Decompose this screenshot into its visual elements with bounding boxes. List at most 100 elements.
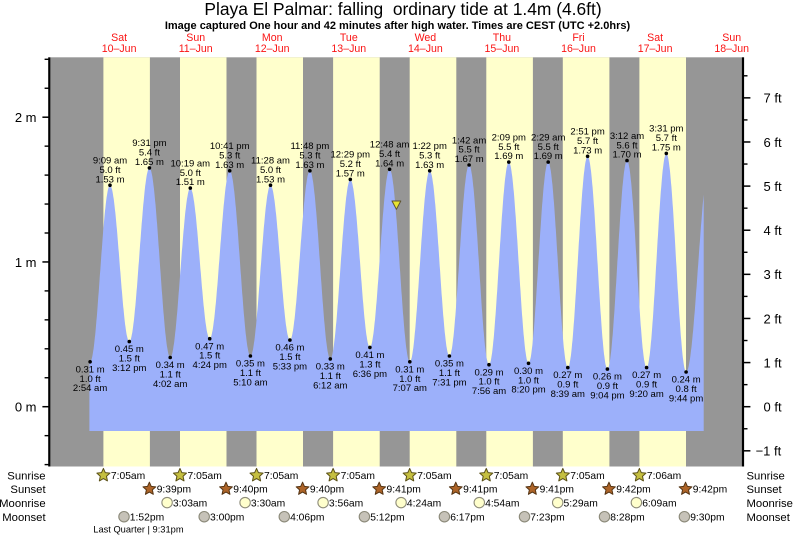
svg-text:9:40pm: 9:40pm [310, 485, 344, 496]
svg-text:9:41pm: 9:41pm [387, 485, 421, 496]
svg-text:0.9 ft: 0.9 ft [557, 380, 578, 391]
svg-text:16–Jun: 16–Jun [561, 43, 596, 55]
svg-text:Sun: Sun [722, 32, 741, 44]
svg-text:0.8 ft: 0.8 ft [676, 384, 697, 395]
svg-text:Sat: Sat [111, 32, 127, 44]
svg-text:4:02 am: 4:02 am [153, 379, 187, 390]
svg-text:11–Jun: 11–Jun [179, 43, 213, 55]
svg-text:Wed: Wed [415, 32, 437, 44]
svg-text:7:05am: 7:05am [417, 471, 451, 482]
svg-text:7:05am: 7:05am [264, 471, 298, 482]
svg-text:5.0 ft: 5.0 ft [99, 165, 120, 176]
svg-text:1.53 m: 1.53 m [95, 174, 124, 185]
svg-text:5:33 pm: 5:33 pm [273, 362, 307, 373]
svg-text:Playa El Palmar: falling ordi: Playa El Palmar: falling ordinary tide a… [204, 0, 601, 19]
svg-text:1.69 m: 1.69 m [534, 151, 563, 162]
svg-text:5.3 ft: 5.3 ft [419, 151, 440, 162]
svg-text:9:41pm: 9:41pm [463, 485, 497, 496]
svg-text:5.0 ft: 5.0 ft [260, 165, 281, 176]
svg-text:9:44 pm: 9:44 pm [669, 393, 703, 404]
svg-text:6 ft: 6 ft [764, 135, 782, 150]
svg-text:3:31 pm: 3:31 pm [649, 124, 683, 135]
svg-text:7:06am: 7:06am [647, 471, 681, 482]
svg-text:0.46 m: 0.46 m [275, 343, 304, 354]
svg-text:6:09am: 6:09am [642, 498, 676, 509]
svg-text:Sunset: Sunset [747, 484, 783, 496]
svg-text:1.0 ft: 1.0 ft [399, 374, 420, 385]
svg-text:1.51 m: 1.51 m [176, 177, 205, 188]
svg-text:12:29 pm: 12:29 pm [330, 150, 370, 161]
svg-text:11:28 am: 11:28 am [251, 156, 290, 167]
svg-text:4:06pm: 4:06pm [290, 513, 324, 524]
svg-text:5:12pm: 5:12pm [370, 513, 404, 524]
svg-text:12–Jun: 12–Jun [255, 43, 290, 55]
svg-text:9:30pm: 9:30pm [690, 513, 724, 524]
svg-text:12:48 am: 12:48 am [370, 140, 410, 151]
svg-text:1.63 m: 1.63 m [295, 160, 324, 171]
svg-text:0.29 m: 0.29 m [474, 367, 503, 378]
svg-text:5:29am: 5:29am [564, 498, 598, 509]
svg-text:14–Jun: 14–Jun [408, 43, 443, 55]
svg-text:7:31 pm: 7:31 pm [432, 377, 466, 388]
svg-text:18–Jun: 18–Jun [714, 43, 749, 55]
svg-text:1.1 ft: 1.1 ft [240, 368, 261, 379]
svg-text:2:09 pm: 2:09 pm [492, 132, 526, 143]
svg-text:1.53 m: 1.53 m [256, 174, 285, 185]
svg-text:3:12 pm: 3:12 pm [112, 363, 146, 374]
svg-text:8:20 pm: 8:20 pm [511, 385, 545, 396]
svg-text:1 m: 1 m [15, 255, 37, 270]
svg-text:4 ft: 4 ft [764, 223, 782, 238]
svg-text:Thu: Thu [493, 32, 511, 44]
svg-text:5.6 ft: 5.6 ft [616, 140, 637, 151]
svg-text:10–Jun: 10–Jun [102, 43, 137, 55]
svg-text:Sunrise: Sunrise [7, 471, 45, 483]
svg-text:4:24am: 4:24am [407, 498, 441, 509]
svg-text:7:05am: 7:05am [570, 471, 604, 482]
svg-text:Tue: Tue [340, 32, 358, 44]
svg-text:1.3 ft: 1.3 ft [359, 359, 380, 370]
svg-text:3:00pm: 3:00pm [210, 513, 244, 524]
svg-text:13–Jun: 13–Jun [331, 43, 366, 55]
svg-text:9:04 pm: 9:04 pm [590, 391, 624, 402]
svg-text:−1 ft: −1 ft [756, 444, 782, 459]
svg-text:5.7 ft: 5.7 ft [577, 136, 598, 147]
svg-text:1.75 m: 1.75 m [652, 143, 681, 154]
svg-text:0.30 m: 0.30 m [514, 366, 543, 377]
svg-text:5.4 ft: 5.4 ft [379, 149, 400, 160]
svg-text:0.34 m: 0.34 m [156, 360, 185, 371]
svg-text:5.3 ft: 5.3 ft [299, 151, 320, 162]
svg-text:5.2 ft: 5.2 ft [340, 159, 361, 170]
svg-text:1.5 ft: 1.5 ft [199, 351, 220, 362]
svg-text:0.45 m: 0.45 m [115, 344, 144, 355]
svg-text:Sunrise: Sunrise [747, 471, 785, 483]
svg-text:9:41pm: 9:41pm [540, 485, 574, 496]
svg-text:0.26 m: 0.26 m [593, 372, 622, 383]
svg-text:7:05am: 7:05am [494, 471, 528, 482]
svg-text:Mon: Mon [262, 32, 283, 44]
svg-text:10:19 am: 10:19 am [170, 158, 210, 169]
svg-text:9:39pm: 9:39pm [157, 485, 191, 496]
svg-text:Moonset: Moonset [747, 512, 791, 524]
svg-text:5.7 ft: 5.7 ft [656, 133, 677, 144]
svg-text:3:03am: 3:03am [173, 498, 207, 509]
svg-text:1 ft: 1 ft [764, 355, 782, 370]
svg-text:6:17pm: 6:17pm [450, 513, 484, 524]
svg-text:0.9 ft: 0.9 ft [597, 381, 618, 392]
svg-text:0.47 m: 0.47 m [195, 341, 224, 352]
svg-text:2:29 am: 2:29 am [531, 132, 565, 143]
svg-text:9:09 am: 9:09 am [93, 156, 127, 167]
svg-text:Last Quarter | 9:31pm: Last Quarter | 9:31pm [93, 525, 184, 535]
svg-text:6:12 am: 6:12 am [313, 380, 347, 391]
svg-text:0.35 m: 0.35 m [236, 359, 265, 370]
svg-text:0.33 m: 0.33 m [316, 362, 345, 373]
svg-text:5.3 ft: 5.3 ft [219, 151, 240, 162]
svg-text:0 m: 0 m [15, 400, 37, 415]
svg-text:7 ft: 7 ft [764, 91, 782, 106]
svg-text:3:12 am: 3:12 am [610, 131, 644, 142]
svg-text:1.67 m: 1.67 m [455, 154, 484, 165]
svg-text:5.5 ft: 5.5 ft [459, 145, 480, 156]
svg-text:6:36 pm: 6:36 pm [353, 369, 387, 380]
svg-text:1.70 m: 1.70 m [612, 150, 641, 161]
svg-text:1.1 ft: 1.1 ft [439, 368, 460, 379]
svg-text:17–Jun: 17–Jun [638, 43, 673, 55]
